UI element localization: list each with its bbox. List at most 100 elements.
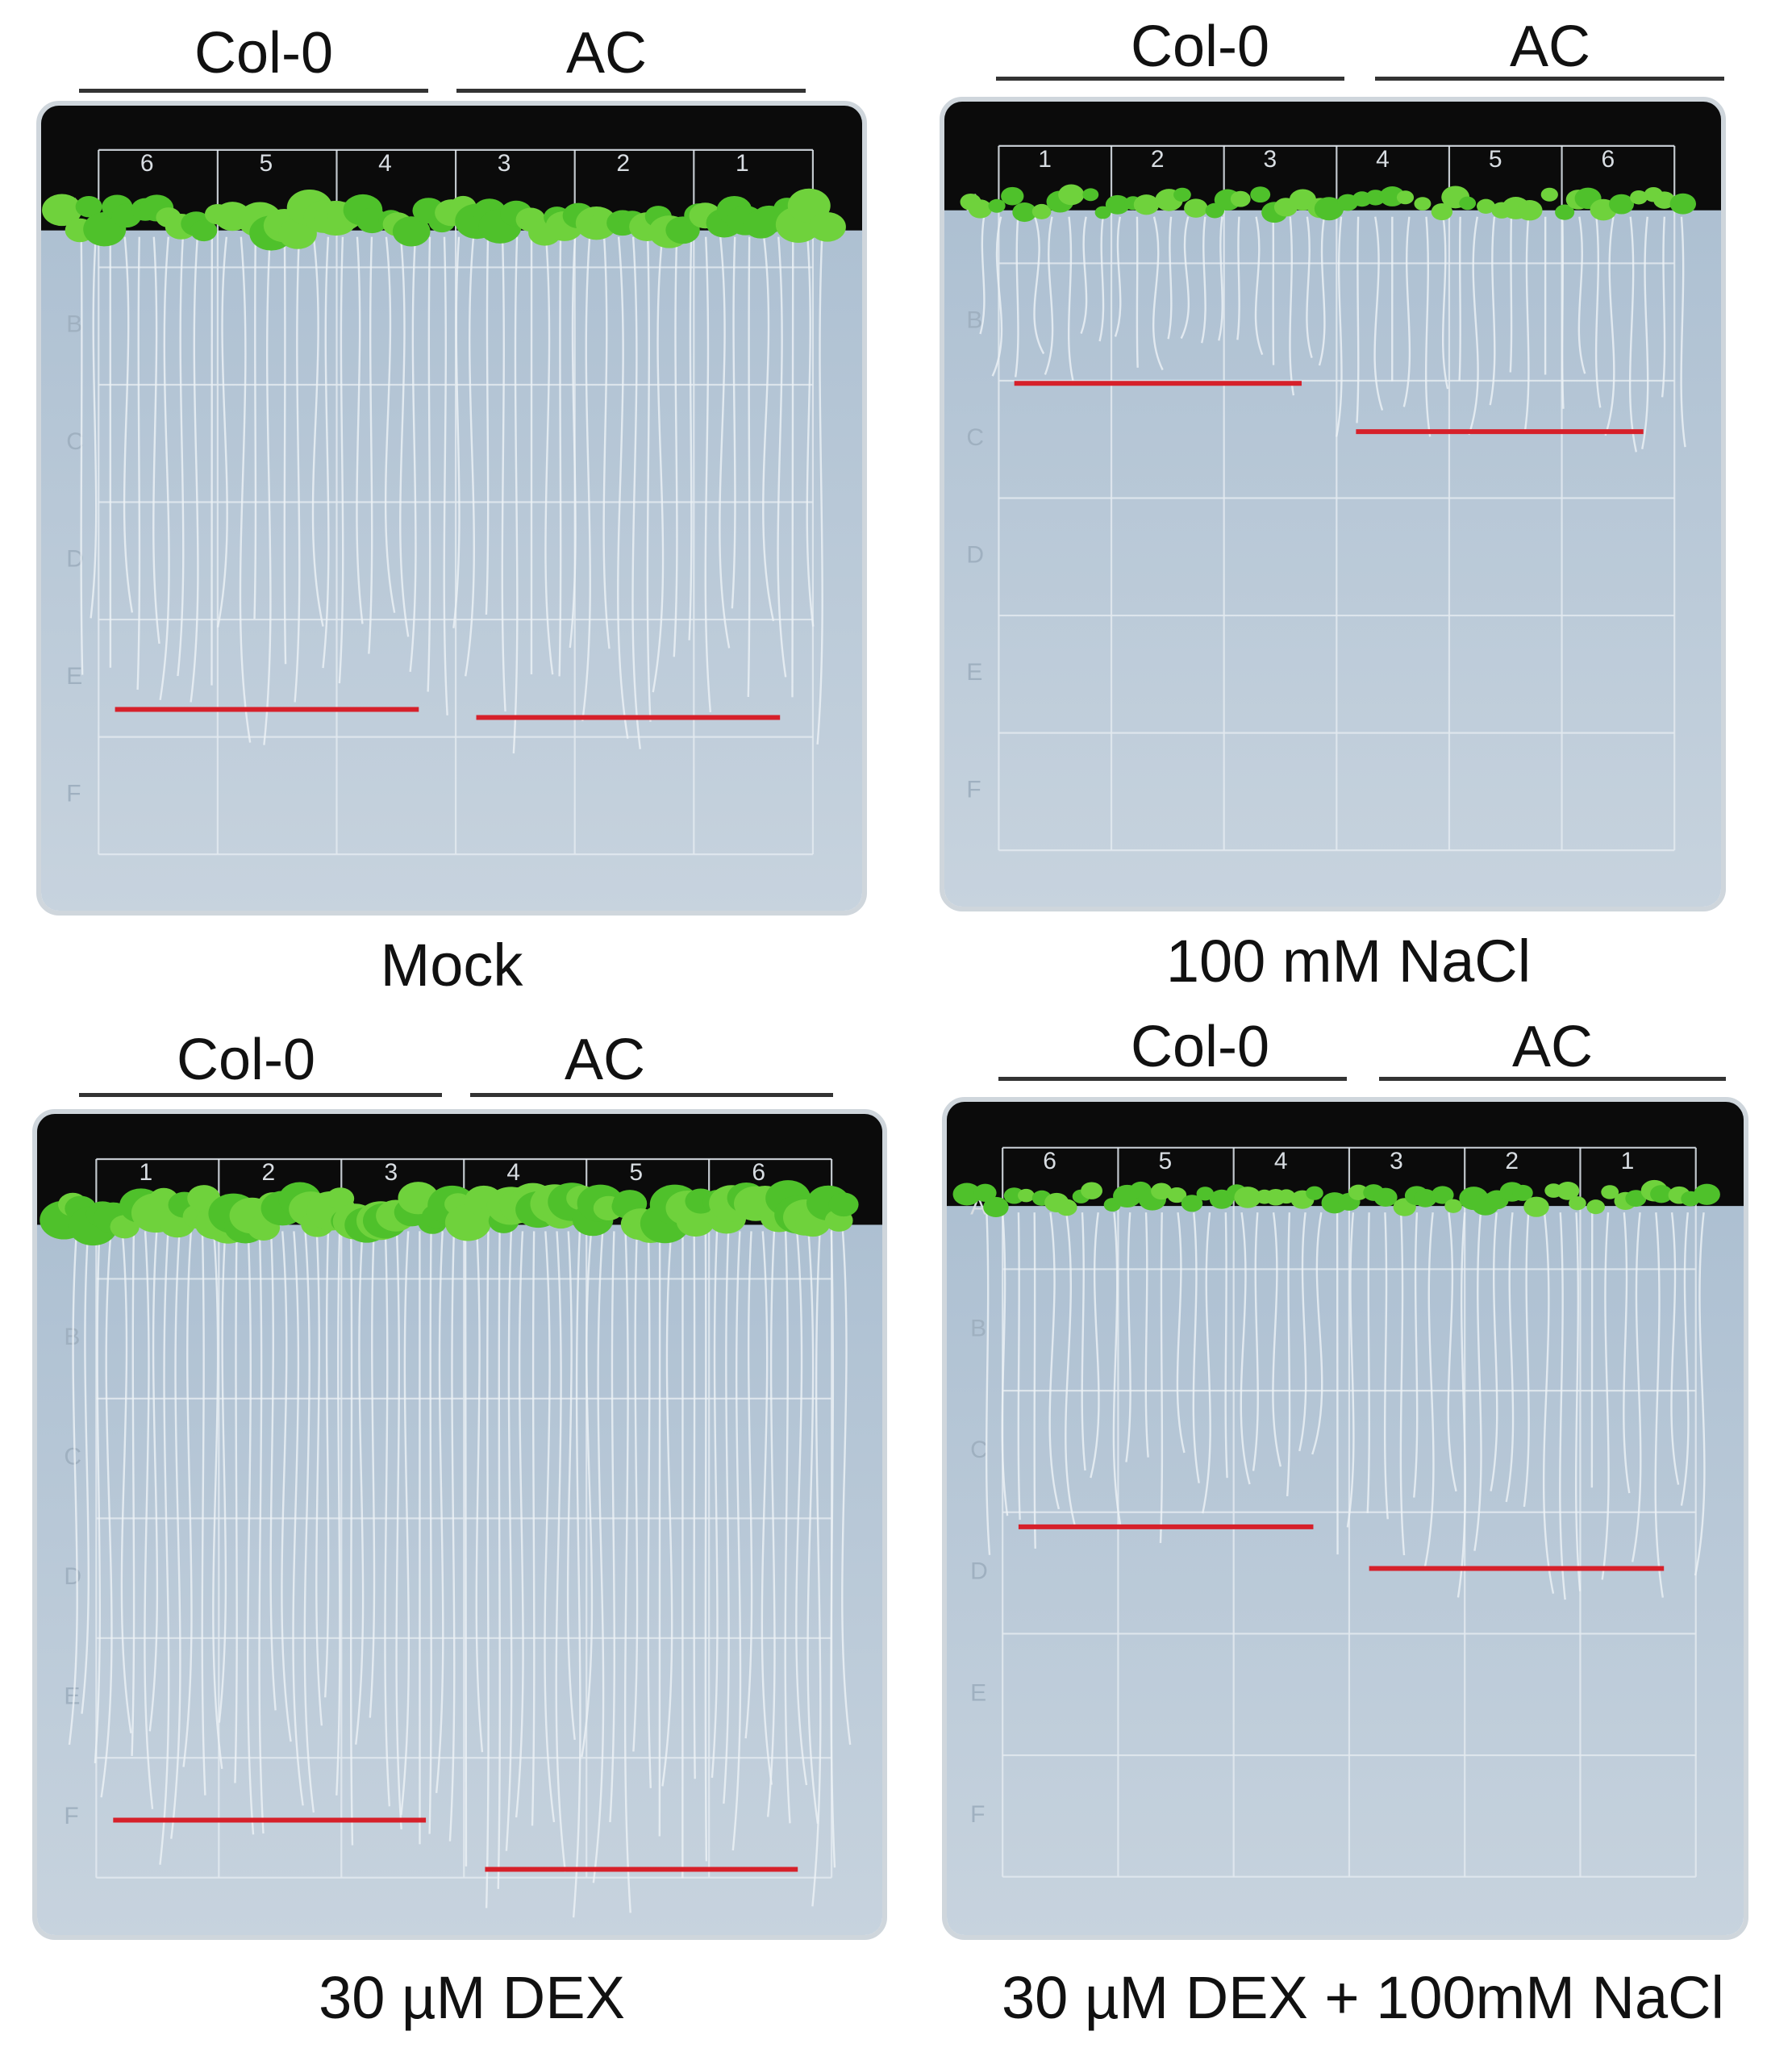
seedling-leaf [1056, 1199, 1077, 1216]
seedling-root [744, 1231, 753, 1739]
seedling-root [136, 236, 141, 690]
seedling-root [1577, 216, 1586, 374]
seedling-root [501, 236, 506, 712]
seedling-root [704, 236, 712, 713]
seedling-root [1098, 216, 1105, 342]
seedling-root [558, 236, 562, 677]
seedling-root [761, 1231, 773, 1785]
seedling-root [1442, 216, 1449, 390]
seedling-root [806, 236, 815, 627]
seedling-root [1311, 1212, 1323, 1455]
seedling-root [90, 236, 98, 619]
bar-col0 [998, 1077, 1347, 1081]
seedling-root [1542, 1212, 1555, 1594]
seedling-root [1413, 1212, 1419, 1498]
seedling-root [464, 236, 475, 677]
seedling-root [841, 1231, 852, 1746]
seedling-root [355, 1231, 365, 1745]
seedling-root [1457, 1212, 1467, 1598]
seedling-leaf [1431, 1186, 1454, 1204]
seedling-root [1661, 216, 1666, 398]
seedling-root [1236, 216, 1240, 340]
seedling-root [1218, 216, 1223, 341]
seedling-root [311, 236, 324, 627]
row-letter: D [970, 1558, 988, 1585]
seedling-root [1112, 1212, 1122, 1525]
seedling-leaf [1081, 1182, 1102, 1199]
label-col0: Col-0 [1130, 15, 1270, 79]
caption-dex-nacl: 30 µM DEX + 100mM NaCl [1002, 1964, 1724, 2031]
seedling-root [515, 1231, 524, 1818]
seedling-leaf [1184, 198, 1208, 218]
column-number: 6 [752, 1159, 765, 1186]
seedling-leaf [1017, 1188, 1035, 1203]
seedling-root [1559, 1212, 1566, 1600]
row-letter: D [64, 1563, 81, 1590]
bar-ac [456, 89, 806, 93]
row-letter: C [970, 1437, 988, 1463]
row-letter: B [66, 311, 82, 337]
seedling-leaf [1094, 206, 1111, 219]
row-letter: E [966, 659, 982, 686]
column-number: 3 [498, 150, 511, 177]
seedling-root [338, 236, 344, 684]
label-col0: Col-0 [176, 1028, 316, 1092]
seedling-leaf [1431, 202, 1453, 221]
row-letter: F [970, 1801, 985, 1828]
seedling-root [427, 236, 431, 692]
column-number: 1 [736, 150, 749, 177]
row-letter: B [64, 1324, 80, 1350]
seedling-root [131, 1231, 135, 1756]
seedling-root [711, 1231, 719, 1779]
row-letter: C [64, 1444, 81, 1470]
seedling-root [409, 236, 417, 672]
column-number: 6 [1601, 146, 1615, 173]
seedling-leaf [1694, 1183, 1720, 1205]
seedling-root [830, 1231, 836, 1868]
agar-medium [41, 106, 862, 911]
seedling-root [1048, 1212, 1061, 1510]
seedling-root [1489, 216, 1496, 406]
column-number: 3 [1264, 146, 1277, 173]
seedling-root [1346, 1212, 1355, 1528]
seedling-root [1631, 1212, 1642, 1562]
seedling-root [485, 236, 490, 615]
seedling-root [1272, 1212, 1282, 1467]
seedling-root [979, 216, 986, 335]
seedling-leaf [1540, 187, 1558, 202]
plate-photo: 123456ABCDEF [944, 102, 1721, 907]
bar-ac [1379, 1077, 1726, 1081]
bar-ac [1375, 77, 1724, 81]
seedling-leaf [1630, 190, 1648, 205]
seedling-root [609, 1231, 615, 1823]
seedling-leaf [356, 207, 388, 234]
seedling-root [1081, 1212, 1086, 1471]
seedling-root [218, 1231, 227, 1723]
row-letter: E [64, 1683, 80, 1709]
seedling-root [428, 1231, 432, 1834]
seedling-leaf [1151, 1183, 1173, 1200]
plate-dex: 123456ABCDEF [32, 1109, 887, 1940]
seedling-root [688, 236, 693, 640]
seedling-root [292, 1231, 304, 1806]
seedling-leaf [1167, 1187, 1187, 1203]
seedling-root [1080, 216, 1088, 335]
seedling-leaf [1373, 1187, 1398, 1208]
seedling-leaf [1314, 197, 1344, 221]
seedling-root [1654, 1212, 1665, 1598]
seedling-root [1192, 1212, 1200, 1483]
seedling-root [592, 1231, 605, 1883]
seedling-root [1680, 1212, 1690, 1506]
seedling-root [1594, 216, 1602, 408]
seedling-root [435, 1231, 444, 1793]
caption-mock: Mock [380, 932, 523, 999]
seedling-root [1159, 1212, 1164, 1543]
seedling-root [766, 1231, 776, 1817]
column-number: 1 [1038, 146, 1052, 173]
seedling-root [1065, 1212, 1077, 1529]
seedling-root [555, 1231, 567, 1872]
seedling-root [602, 236, 611, 649]
